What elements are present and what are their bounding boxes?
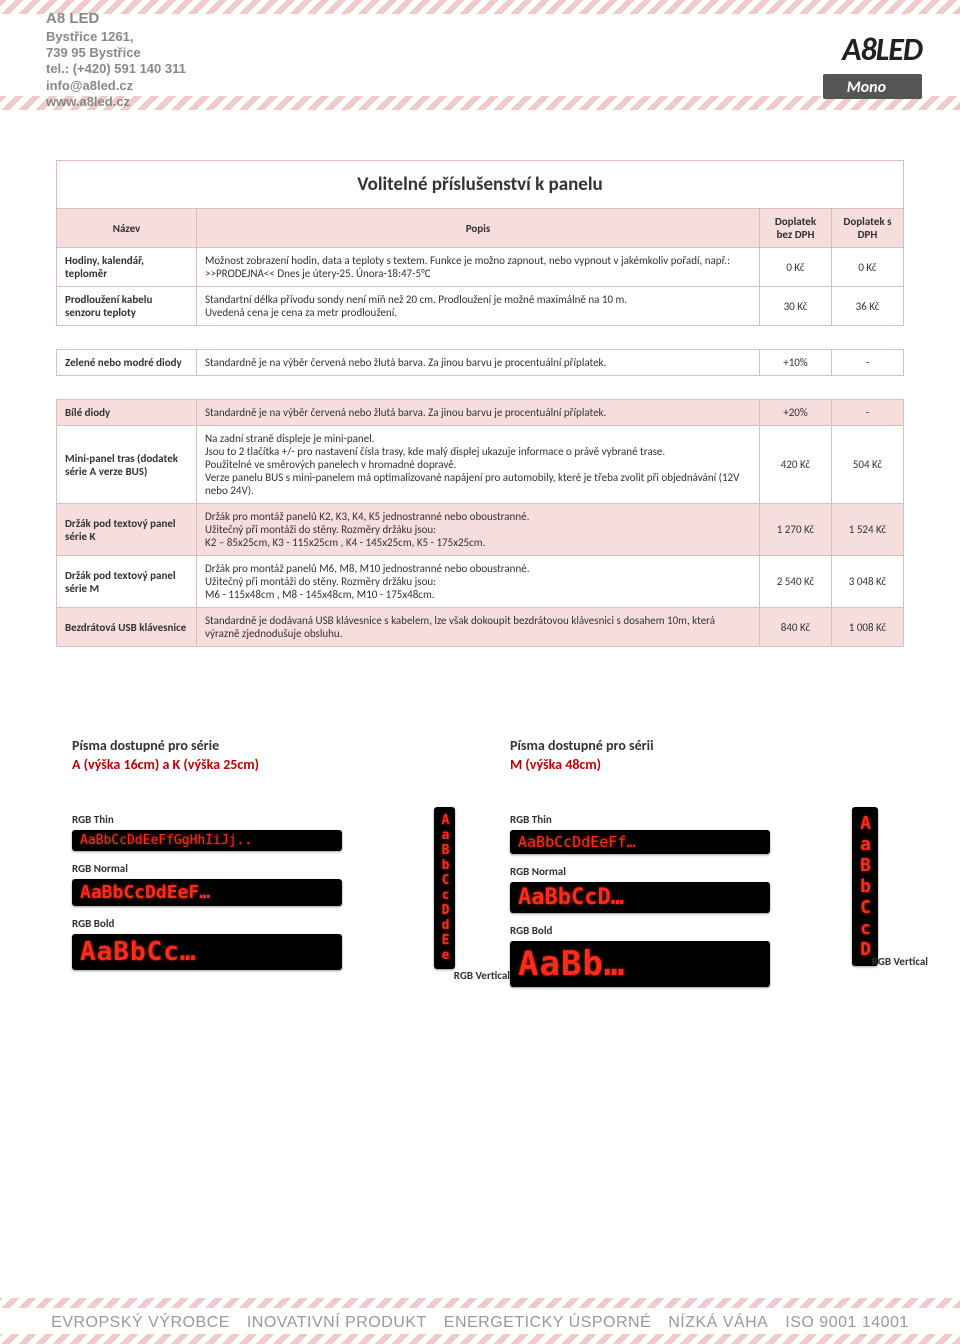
row-desc: Možnost zobrazení hodin, data a teploty …	[197, 248, 760, 287]
led-sample-thin-right: AaBbCcDdEeFf…	[510, 830, 770, 854]
row-price-ex: 420 Kč	[759, 426, 831, 504]
led-sample-bold-right: AaBb…	[510, 941, 770, 987]
fonts-column-left: Písma dostupné pro série A (výška 16cm) …	[72, 737, 450, 988]
col-header-name: Název	[57, 209, 197, 248]
fonts-right-title: Písma dostupné pro sérii	[510, 737, 888, 754]
address-line-1: Bystřice 1261,	[46, 29, 186, 45]
fonts-section: Písma dostupné pro série A (výška 16cm) …	[0, 647, 960, 988]
page-header: A8 LED Bystřice 1261, 739 95 Bystřice te…	[0, 0, 960, 110]
label-rgb-vertical-left: RGB Vertical	[454, 969, 510, 982]
label-rgb-bold: RGB Bold	[72, 917, 450, 930]
footer-item: NÍZKÁ VÁHA	[668, 1314, 768, 1331]
row-name: Držák pod textový panel série K	[57, 504, 197, 556]
row-desc: Standardně je na výběr červená nebo žlut…	[197, 350, 760, 376]
table-row: Držák pod textový panel série KDržák pro…	[57, 504, 904, 556]
fonts-right-subtitle: M (výška 48cm)	[510, 756, 888, 773]
table-row: Zelené nebo modré diodyStandardně je na …	[57, 350, 904, 376]
label-rgb-thin: RGB Thin	[72, 813, 450, 826]
address-line-2: 739 95 Bystřice	[46, 45, 186, 61]
footer-item: EVROPSKÝ VÝROBCE	[51, 1314, 230, 1331]
row-desc: Standardně je na výběr červená nebo žlut…	[197, 400, 760, 426]
row-price-ex: 1 270 Kč	[759, 504, 831, 556]
row-price-in: 504 Kč	[831, 426, 903, 504]
row-price-ex: +10%	[759, 350, 831, 376]
footer-hatch-bottom	[0, 1334, 960, 1344]
mono-badge: Mono	[823, 74, 922, 99]
row-price-in: 1 008 Kč	[831, 608, 903, 647]
row-price-in: -	[831, 400, 903, 426]
row-desc: Držák pro montáž panelů K2, K3, K4, K5 j…	[197, 504, 760, 556]
telephone: tel.: (+420) 591 140 311	[46, 61, 186, 77]
led-sample-bold-left: AaBbCc…	[72, 934, 342, 970]
table-gap	[57, 326, 904, 350]
fonts-left-subtitle: A (výška 16cm) a K (výška 25cm)	[72, 756, 450, 773]
company-name: A8 LED	[46, 10, 186, 29]
fonts-left-title: Písma dostupné pro série	[72, 737, 450, 754]
email: info@a8led.cz	[46, 78, 186, 94]
table-row: Mini-panel tras (dodatek série A verze B…	[57, 426, 904, 504]
row-price-ex: 0 Kč	[759, 248, 831, 287]
col-header-price-in: Doplatek s DPH	[831, 209, 903, 248]
row-price-ex: 2 540 Kč	[759, 556, 831, 608]
footer-hatch-top	[0, 1298, 960, 1308]
led-sample-normal-right: AaBbCcD…	[510, 882, 770, 913]
row-name: Prodloužení kabelu senzoru teploty	[57, 287, 197, 326]
led-sample-thin-left: AaBbCcDdEeFfGgHhIiJj..	[72, 830, 342, 851]
table-row: Prodloužení kabelu senzoru teplotyStanda…	[57, 287, 904, 326]
row-desc: Standardně je dodávaná USB klávesnice s …	[197, 608, 760, 647]
table-row: Bílé diodyStandardně je na výběr červená…	[57, 400, 904, 426]
footer-item: ENERGETICKY ÚSPORNÉ	[444, 1314, 651, 1331]
row-desc: Na zadní straně displeje je mini-panel.J…	[197, 426, 760, 504]
label-rgb-thin-r: RGB Thin	[510, 813, 888, 826]
row-price-in: 1 524 Kč	[831, 504, 903, 556]
row-name: Držák pod textový panel série M	[57, 556, 197, 608]
row-price-ex: 840 Kč	[759, 608, 831, 647]
row-desc: Standartní délka přívodu sondy není míň …	[197, 287, 760, 326]
fonts-column-right: Písma dostupné pro sérii M (výška 48cm) …	[510, 737, 888, 988]
table-title: Volitelné příslušenství k panelu	[57, 161, 904, 209]
row-name: Bezdrátová USB klávesnice	[57, 608, 197, 647]
row-price-ex: +20%	[759, 400, 831, 426]
row-name: Zelené nebo modré diody	[57, 350, 197, 376]
brand-logo: A8LED	[842, 30, 922, 69]
row-desc: Držák pro montáž panelů M6, M8, M10 jedn…	[197, 556, 760, 608]
row-price-ex: 30 Kč	[759, 287, 831, 326]
label-rgb-bold-r: RGB Bold	[510, 924, 888, 937]
row-price-in: -	[831, 350, 903, 376]
led-sample-vertical-right: AaBbCcD	[852, 807, 878, 966]
contact-block: A8 LED Bystřice 1261, 739 95 Bystřice te…	[46, 10, 186, 110]
led-sample-vertical-left: AaBbCcDdEe	[434, 807, 455, 969]
col-header-desc: Popis	[197, 209, 760, 248]
label-rgb-normal: RGB Normal	[72, 862, 450, 875]
footer-item: INOVATIVNÍ PRODUKT	[247, 1314, 427, 1331]
page-footer: EVROPSKÝ VÝROBCE INOVATIVNÍ PRODUKT ENER…	[0, 1296, 960, 1344]
row-name: Hodiny, kalendář, teploměr	[57, 248, 197, 287]
row-price-in: 0 Kč	[831, 248, 903, 287]
footer-item: ISO 9001 14001	[785, 1314, 909, 1331]
row-price-in: 3 048 Kč	[831, 556, 903, 608]
accessories-table: Volitelné příslušenství k paneluNázevPop…	[56, 160, 904, 647]
row-price-in: 36 Kč	[831, 287, 903, 326]
led-sample-normal-left: AaBbCcDdEeF…	[72, 879, 342, 906]
table-row: Hodiny, kalendář, teploměrMožnost zobraz…	[57, 248, 904, 287]
table-row: Držák pod textový panel série MDržák pro…	[57, 556, 904, 608]
table-row: Bezdrátová USB klávesniceStandardně je d…	[57, 608, 904, 647]
row-name: Mini-panel tras (dodatek série A verze B…	[57, 426, 197, 504]
label-rgb-normal-r: RGB Normal	[510, 865, 888, 878]
main-content: Volitelné příslušenství k paneluNázevPop…	[0, 110, 960, 647]
footer-slogans: EVROPSKÝ VÝROBCE INOVATIVNÍ PRODUKT ENER…	[0, 1314, 960, 1332]
col-header-price-ex: Doplatek bez DPH	[759, 209, 831, 248]
label-rgb-vertical-right: RGB Vertical	[872, 955, 928, 968]
table-gap	[57, 376, 904, 400]
website: www.a8led.cz	[46, 94, 186, 110]
row-name: Bílé diody	[57, 400, 197, 426]
